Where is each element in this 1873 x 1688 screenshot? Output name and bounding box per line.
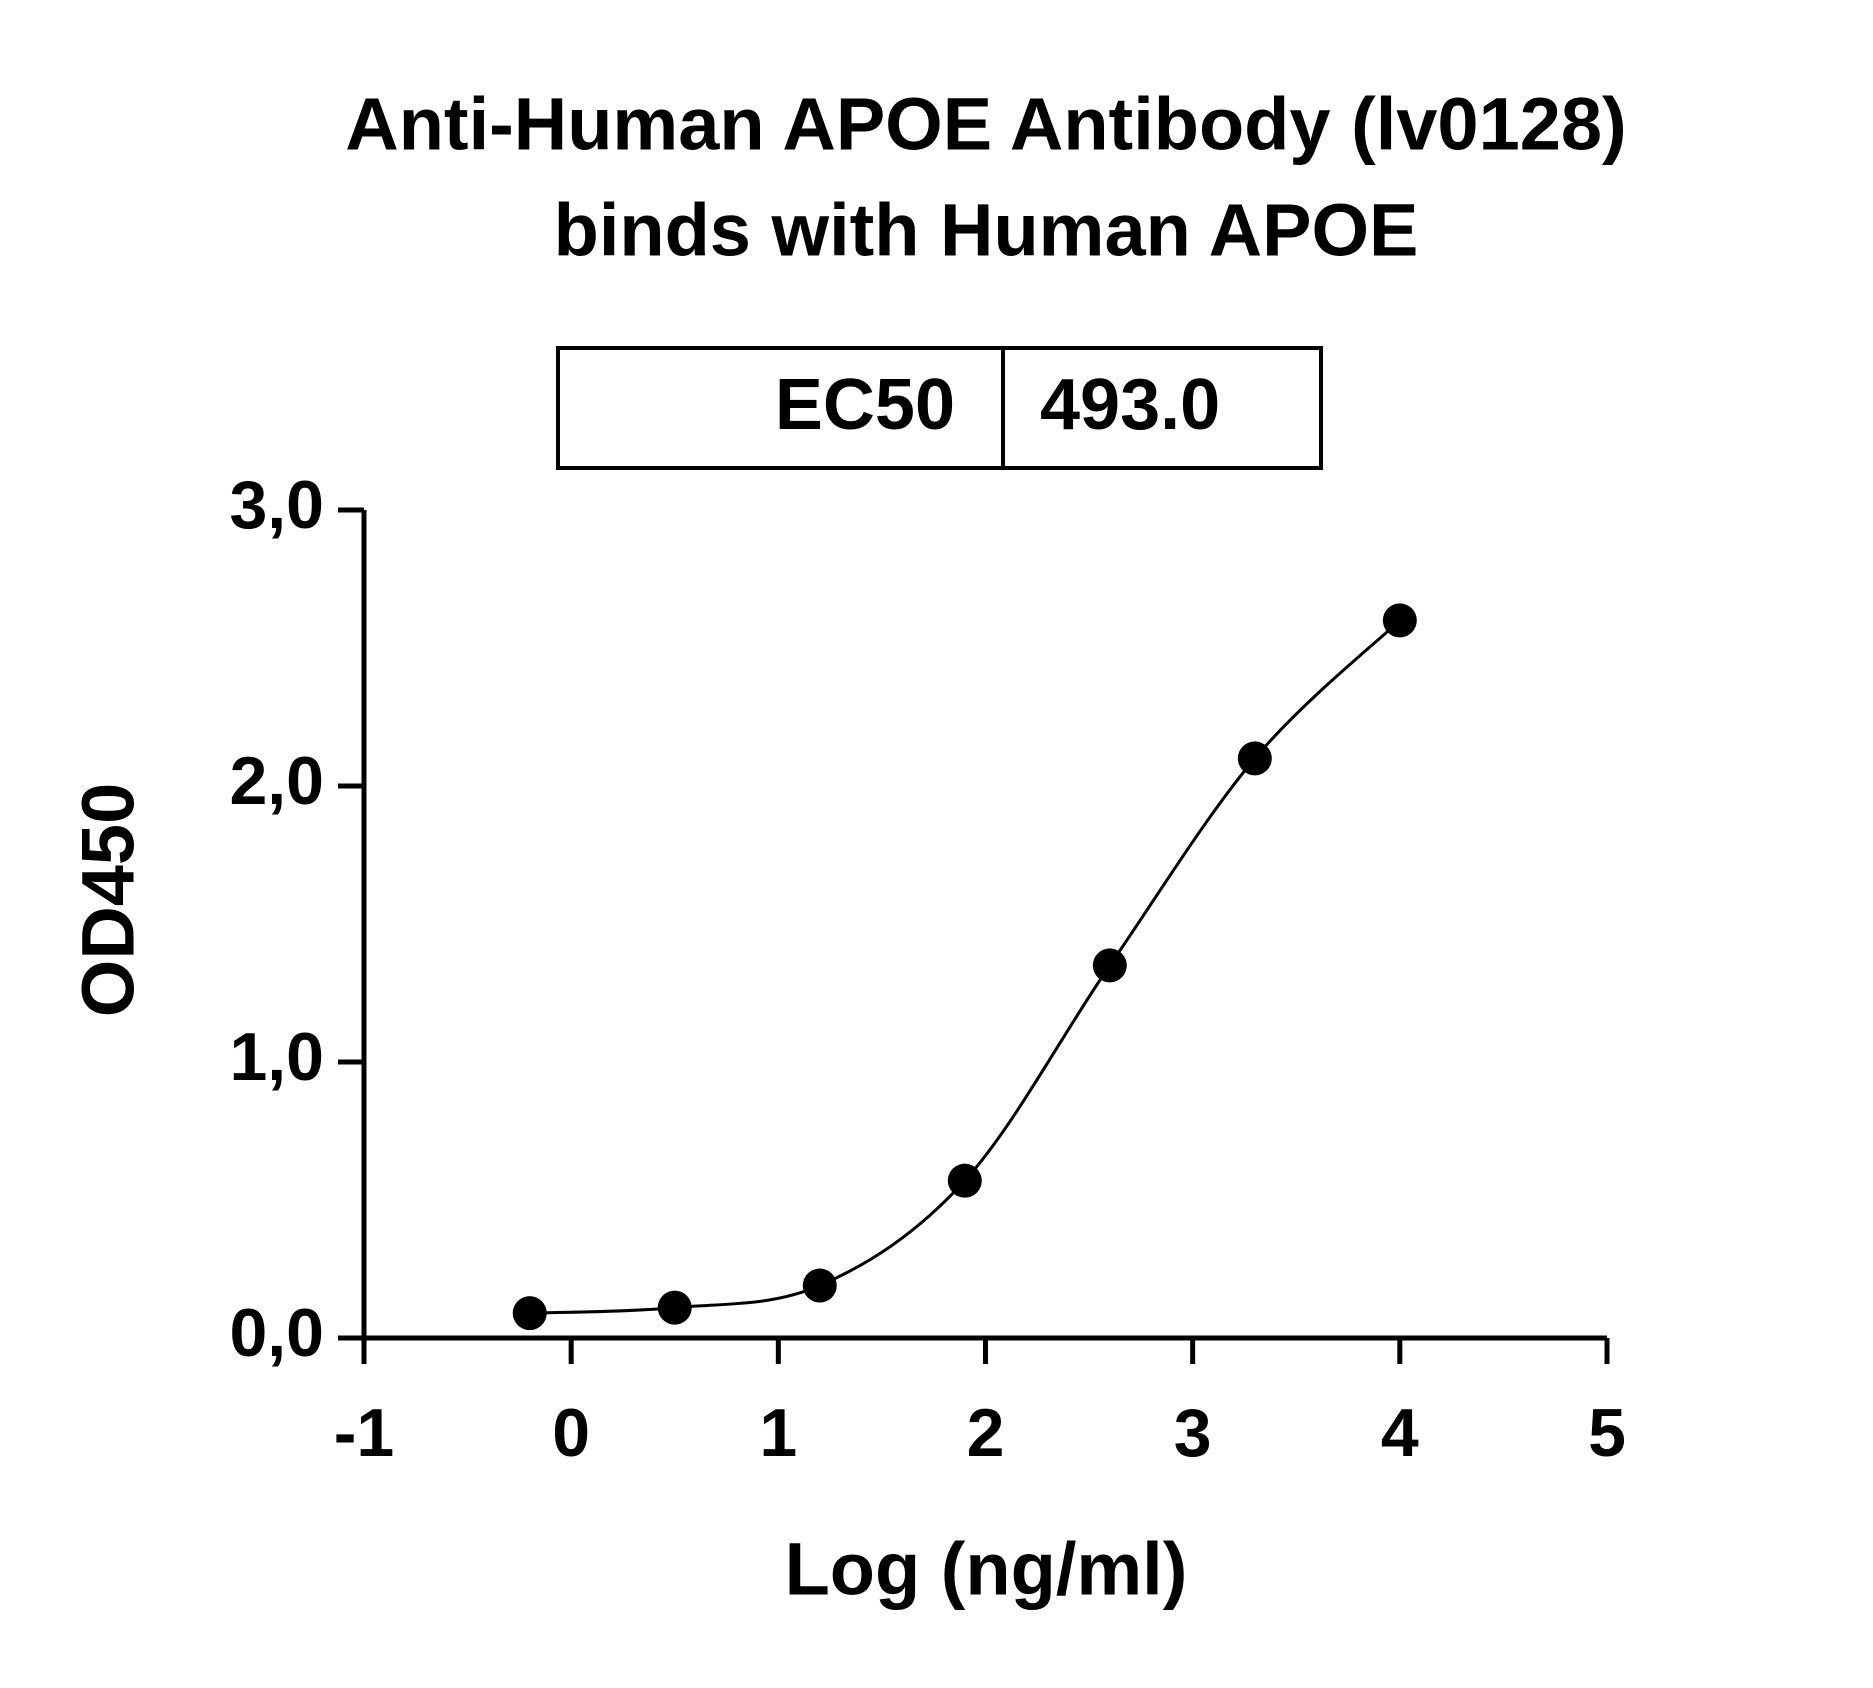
- ec50-label: EC50: [775, 365, 955, 445]
- chart-title: binds with Human APOE: [554, 189, 1419, 272]
- chart-title: Anti-Human APOE Antibody (lv0128): [345, 83, 1626, 166]
- x-tick-label: 3: [1174, 1395, 1212, 1471]
- y-tick-label: 2,0: [229, 743, 324, 819]
- fit-curve: [529, 619, 1401, 1315]
- x-tick-label: 2: [967, 1395, 1005, 1471]
- data-point: [1382, 603, 1417, 638]
- x-tick-label: 0: [552, 1395, 590, 1471]
- y-tick-label: 1,0: [229, 1019, 324, 1095]
- ec50-value: 493.0: [1040, 365, 1220, 445]
- x-tick-label: 4: [1381, 1395, 1419, 1471]
- data-point: [512, 1296, 547, 1331]
- data-point: [1092, 948, 1127, 983]
- y-tick-label: 3,0: [229, 467, 324, 543]
- data-point: [947, 1163, 982, 1198]
- x-tick-label: 5: [1588, 1395, 1626, 1471]
- data-point: [1237, 741, 1272, 776]
- y-axis-label: OD450: [67, 783, 150, 1017]
- x-tick-label: 1: [759, 1395, 797, 1471]
- x-tick-label: -1: [334, 1395, 394, 1471]
- data-point: [657, 1290, 692, 1325]
- data-point: [802, 1268, 837, 1303]
- ec50-box: [556, 346, 1323, 470]
- x-axis-label: Log (ng/ml): [785, 1528, 1188, 1611]
- y-tick-label: 0,0: [229, 1295, 324, 1371]
